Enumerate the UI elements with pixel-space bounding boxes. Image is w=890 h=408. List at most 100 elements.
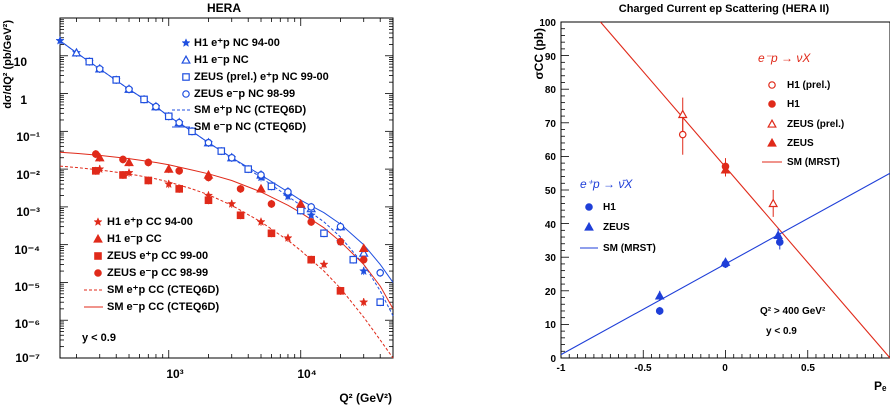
y-tick-label: 60	[545, 152, 557, 163]
data-point	[319, 259, 329, 269]
y-tick-label: 50	[545, 186, 557, 197]
left-chart-title: HERA	[207, 1, 241, 15]
y-tick-label: 70	[545, 119, 557, 130]
data-point	[236, 211, 245, 220]
y-tick-label: 10	[545, 320, 557, 331]
legend-item-label: H1	[603, 202, 616, 213]
legend-marker	[767, 118, 777, 128]
data-point	[267, 182, 276, 191]
y-tick-label: 10⁻⁴	[14, 243, 40, 257]
data-point	[256, 217, 266, 226]
data-point	[267, 200, 276, 208]
data-point	[678, 130, 687, 139]
data-point	[654, 290, 665, 300]
legend-item-label: H1 e⁻p CC	[107, 233, 162, 245]
y-tick-label: 10⁻³	[16, 205, 40, 219]
data-point	[152, 102, 160, 111]
data-point	[256, 183, 266, 193]
data-point	[163, 164, 174, 173]
left-axis-ticks	[60, 17, 394, 359]
right-annotation-y: y < 0.9	[766, 326, 797, 337]
data-point	[376, 269, 385, 277]
legend-header: e⁺p → ν̄X	[580, 177, 633, 191]
data-point	[112, 76, 121, 84]
data-point	[773, 230, 783, 240]
y-tick-label: 30	[545, 253, 557, 264]
legend-item-label: H1 (prel.)	[787, 80, 830, 91]
data-point	[204, 196, 213, 205]
data-point	[284, 188, 292, 196]
data-point	[257, 171, 265, 179]
data-point	[236, 185, 245, 193]
legend-marker	[93, 233, 103, 243]
data-point	[376, 298, 385, 306]
legend-eplus: e⁺p → ν̄X H1 ZEUS SM (MRST)	[580, 177, 656, 254]
data-point	[283, 233, 293, 242]
data-point	[349, 255, 358, 264]
right-axis-ticks	[560, 21, 890, 359]
data-point	[336, 287, 345, 295]
data-point	[677, 109, 688, 119]
x-tick-label: 0	[722, 363, 728, 374]
legend-marker	[181, 38, 191, 47]
left-x-tick-labels: 10³ 10⁴	[166, 367, 316, 381]
data-point	[336, 222, 345, 231]
right-chart: Charged Current ep Scattering (HERA II) …	[532, 3, 890, 393]
data-point	[320, 229, 328, 238]
legend-item-label: H1	[787, 99, 800, 110]
legend-item-label: ZEUS e⁺p CC 99-00	[107, 250, 208, 262]
data-point	[55, 35, 65, 45]
legend-item-label: ZEUS	[787, 138, 814, 149]
y-tick-label: 10⁻⁷	[15, 351, 40, 365]
legend-item-label: H1 e⁻p NC	[194, 54, 249, 66]
data-point	[91, 167, 100, 175]
legend-item-label: ZEUS (prel.) e⁺p NC 99-00	[194, 71, 329, 83]
legend-item-label: ZEUS	[603, 222, 630, 233]
legend-marker	[767, 137, 777, 147]
right-y-axis-label: σCC (pb)	[532, 28, 546, 80]
left-chart: HERA 10 1 10⁻¹ 10⁻² 10⁻³ 10⁻⁴ 10⁻⁵ 10⁻⁶ …	[2, 1, 394, 405]
data-point	[655, 307, 664, 315]
y-tick-label: 0	[550, 354, 556, 365]
left-data-points	[55, 35, 385, 307]
legend-item-label: H1 e⁺p NC 94-00	[194, 37, 280, 49]
data-point	[267, 229, 276, 238]
data-point	[217, 147, 226, 155]
data-point	[119, 155, 127, 164]
model-curve	[59, 165, 394, 359]
y-tick-label: 80	[545, 85, 557, 96]
data-point	[768, 198, 779, 208]
data-point	[307, 255, 315, 264]
data-point	[144, 158, 153, 167]
left-x-axis-label: Q² (GeV²)	[339, 391, 392, 405]
data-point	[175, 185, 184, 193]
y-tick-label: 100	[539, 18, 556, 29]
y-tick-label: 90	[545, 52, 557, 63]
legend-item-label: SM (MRST)	[787, 157, 840, 168]
data-point	[144, 176, 153, 185]
legend-marker	[585, 203, 593, 211]
right-x-axis-label: Pₑ	[874, 379, 887, 393]
legend-marker	[182, 90, 190, 98]
y-tick-label: 10⁻⁵	[15, 280, 40, 294]
right-x-tick-labels: -1 -0.5 0 0.5	[557, 363, 816, 374]
x-tick-label: -0.5	[634, 363, 652, 374]
legend-item-label: SM e⁺p NC (CTEQ6D)	[194, 104, 306, 116]
data-point	[307, 203, 315, 211]
data-point	[775, 238, 784, 246]
x-tick-label: -1	[557, 363, 566, 374]
legend-header: e⁻p → νX	[758, 51, 811, 65]
legend-item-label: ZEUS e⁻p NC 98-99	[194, 88, 295, 100]
legend-item-label: H1 e⁺p CC 94-00	[107, 216, 193, 228]
legend-marker	[584, 221, 594, 231]
left-annotation-y: y < 0.9	[82, 332, 116, 344]
y-tick-label: 10⁻¹	[16, 130, 40, 144]
right-data-points	[654, 97, 784, 315]
legend-item-label: SM (MRST)	[603, 243, 656, 254]
legend-marker	[94, 269, 102, 277]
data-point	[204, 173, 213, 182]
x-tick-label: 10⁴	[297, 367, 316, 381]
data-point	[125, 85, 133, 94]
legend-marker	[768, 100, 776, 108]
